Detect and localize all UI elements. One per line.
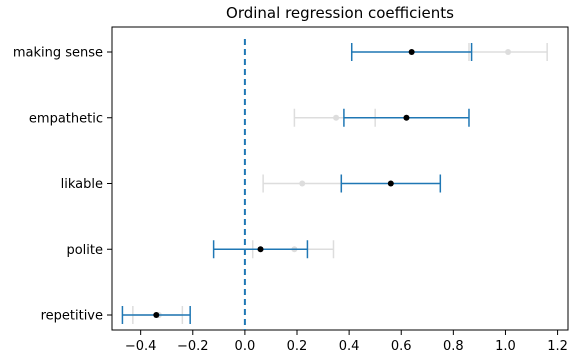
- plot-area: −0.4 −0.2 0.0 0.2 0.4 0.6 0.8 1.0 1.2 making sens…: [13, 26, 569, 354]
- axes-frame: [111, 26, 569, 331]
- y-tick-label: empathetic: [29, 111, 103, 126]
- primary-point-2: [387, 180, 394, 187]
- y-tick-label: likable: [61, 177, 103, 192]
- primary-point-3: [257, 246, 264, 253]
- secondary-point-1: [333, 114, 340, 121]
- x-tick-label: 1.2: [547, 339, 568, 354]
- x-tick-label: 0.4: [339, 339, 360, 354]
- secondary-point-2: [299, 180, 306, 187]
- x-tick-label: −0.4: [125, 339, 157, 354]
- x-tick-label: 0.8: [443, 339, 464, 354]
- primary-point-1: [403, 114, 410, 121]
- secondary-point-0: [505, 49, 512, 55]
- y-tick-label: polite: [66, 243, 103, 258]
- primary-point-0: [408, 49, 415, 55]
- chart-title: Ordinal regression coefficients: [226, 4, 454, 22]
- x-tick-label: 0.0: [235, 339, 256, 354]
- x-tick-label: 0.2: [287, 339, 308, 354]
- x-tick-label: 0.6: [391, 339, 412, 354]
- x-tick-label: 1.0: [495, 339, 516, 354]
- y-tick-label: making sense: [13, 46, 103, 61]
- x-tick-label: −0.2: [177, 339, 209, 354]
- y-tick-label: repetitive: [41, 309, 103, 324]
- primary-point-4: [153, 312, 160, 318]
